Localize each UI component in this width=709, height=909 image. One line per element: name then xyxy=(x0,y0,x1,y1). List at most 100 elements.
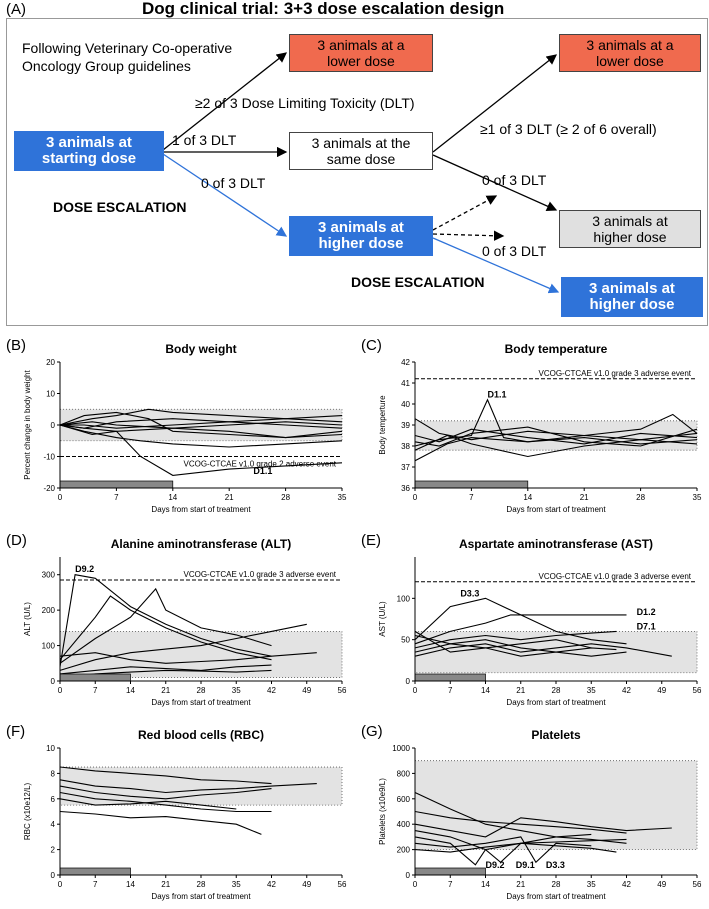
series-line xyxy=(59,785,272,800)
x-tick-label: 7 xyxy=(93,880,98,889)
label-dlt-0of3-c: 0 of 3 DLT xyxy=(482,243,547,259)
x-tick-label: 7 xyxy=(469,493,474,502)
y-tick-label: 36 xyxy=(401,484,410,493)
panel-label: (C) xyxy=(361,337,382,354)
chart-panel: (C) Body temperature VCOG-CTCAE v1.0 grade… xyxy=(361,337,702,514)
x-tick-label: 35 xyxy=(587,686,596,695)
chart-panel: (G) Platelets 0 7 14 21 28 35 42 49 56 0 200 400 600 80… xyxy=(361,723,702,901)
threshold-label: VCOG-CTCAE v1.0 grade 3 adverse event xyxy=(538,572,691,581)
x-tick-label: 7 xyxy=(114,493,119,502)
x-tick-label: 42 xyxy=(267,686,276,695)
arrow-same-to-lower xyxy=(432,54,558,153)
point-annotation: D1.1 xyxy=(488,390,507,400)
y-tick-label: 20 xyxy=(46,358,55,367)
x-tick-label: 35 xyxy=(338,493,347,502)
point-annotation: D3.3 xyxy=(460,589,479,599)
y-tick-label: 0 xyxy=(51,677,56,686)
flow-arrows xyxy=(162,52,560,294)
x-axis-label: Days from start of treatment xyxy=(151,505,251,514)
chart-title: Alanine aminotransferase (ALT) xyxy=(111,537,291,551)
y-tick-label: 8 xyxy=(51,769,56,778)
series-line xyxy=(59,766,272,785)
point-annotation: D1.1 xyxy=(253,466,272,476)
label-dlt-1of3-overall: ≥1 of 3 DLT (≥ 2 of 6 overall) xyxy=(480,121,657,137)
treatment-period-bar xyxy=(414,867,486,876)
dose-escalation-diagram: (A) Dog clinical trial: 3+3 dose escalat… xyxy=(0,0,709,326)
chart-panel: (E) Aspartate aminotransferase (AST) VCOG-… xyxy=(361,532,702,707)
treatment-period-bar xyxy=(414,673,486,682)
point-annotation: D3.3 xyxy=(546,860,565,870)
x-tick-label: 56 xyxy=(338,686,347,695)
series-line xyxy=(414,830,592,864)
series-line xyxy=(414,398,698,447)
series-line xyxy=(59,424,343,476)
panel-a-border xyxy=(6,18,708,326)
x-tick-label: 21 xyxy=(516,880,525,889)
y-tick-label: 0 xyxy=(51,871,56,880)
x-tick-label: 56 xyxy=(693,880,702,889)
series-line xyxy=(59,408,343,426)
x-tick-label: 0 xyxy=(58,493,63,502)
x-tick-label: 0 xyxy=(413,493,418,502)
y-tick-label: 40 xyxy=(401,400,410,409)
series-line xyxy=(59,587,272,664)
chart-title: Body temperature xyxy=(505,342,608,356)
series-line xyxy=(59,595,272,661)
y-tick-label: 400 xyxy=(397,820,411,829)
guideline-text-line1: Following Veterinary Co-operative xyxy=(22,40,233,56)
series-line xyxy=(59,623,307,671)
x-tick-label: 14 xyxy=(481,880,490,889)
series-line xyxy=(414,792,627,844)
series-line xyxy=(414,810,627,834)
y-tick-label: 0 xyxy=(406,871,411,880)
lower-dose-box-1: 3 animals at a lower dose xyxy=(289,34,433,72)
y-tick-label: 600 xyxy=(397,795,411,804)
y-axis-label: Platelets (x10e9/L) xyxy=(378,778,387,845)
x-tick-label: 35 xyxy=(693,493,702,502)
lower-dose-box-2: 3 animals at a lower dose xyxy=(559,34,701,72)
series-line xyxy=(59,418,343,429)
series-line xyxy=(59,652,317,664)
x-tick-label: 49 xyxy=(302,686,311,695)
x-tick-label: 21 xyxy=(516,686,525,695)
y-tick-label: 200 xyxy=(42,606,56,615)
x-tick-label: 49 xyxy=(302,880,311,889)
series-line xyxy=(414,630,592,653)
treatment-period-bar xyxy=(414,480,529,489)
panel-label: (A) xyxy=(6,1,26,18)
chart-title: Platelets xyxy=(531,728,581,742)
x-tick-label: 28 xyxy=(636,493,645,502)
treatment-period-bar xyxy=(59,867,131,876)
x-tick-label: 14 xyxy=(168,493,177,502)
y-tick-label: 6 xyxy=(51,795,56,804)
chart-title: Body weight xyxy=(165,342,236,356)
y-tick-label: 38 xyxy=(401,442,410,451)
x-axis-label: Days from start of treatment xyxy=(151,892,251,901)
x-tick-label: 49 xyxy=(657,880,666,889)
arrow-start-to-higher xyxy=(162,153,288,237)
panel-label: (D) xyxy=(6,532,27,549)
series-line xyxy=(59,574,272,667)
y-axis-label: RBC (x10e12/L) xyxy=(23,782,32,840)
arrow-higher-to-higher xyxy=(432,237,560,294)
x-tick-label: 0 xyxy=(58,686,63,695)
same-dose-box: 3 animals at the same dose xyxy=(289,132,433,170)
y-axis-label: Body temperture xyxy=(378,395,387,455)
arrow-higher-dashed-up xyxy=(432,195,498,231)
x-tick-label: 28 xyxy=(281,493,290,502)
arrow-same-to-higher xyxy=(432,154,558,212)
y-tick-label: 100 xyxy=(397,594,411,603)
arrow-start-to-lower xyxy=(162,52,288,151)
series-line xyxy=(414,842,617,853)
y-tick-label: 200 xyxy=(397,846,411,855)
normal-range-band xyxy=(414,420,698,451)
treatment-period-bar xyxy=(59,673,131,682)
x-tick-label: 21 xyxy=(580,493,589,502)
higher-dose-box-2: 3 animals at higher dose xyxy=(561,277,703,317)
threshold-label: VCOG-CTCAE v1.0 grade 3 adverse event xyxy=(183,570,336,579)
y-tick-label: 2 xyxy=(51,846,56,855)
series-line xyxy=(414,413,698,441)
x-tick-label: 35 xyxy=(232,686,241,695)
y-tick-label: 39 xyxy=(401,421,410,430)
series-line xyxy=(59,424,343,448)
